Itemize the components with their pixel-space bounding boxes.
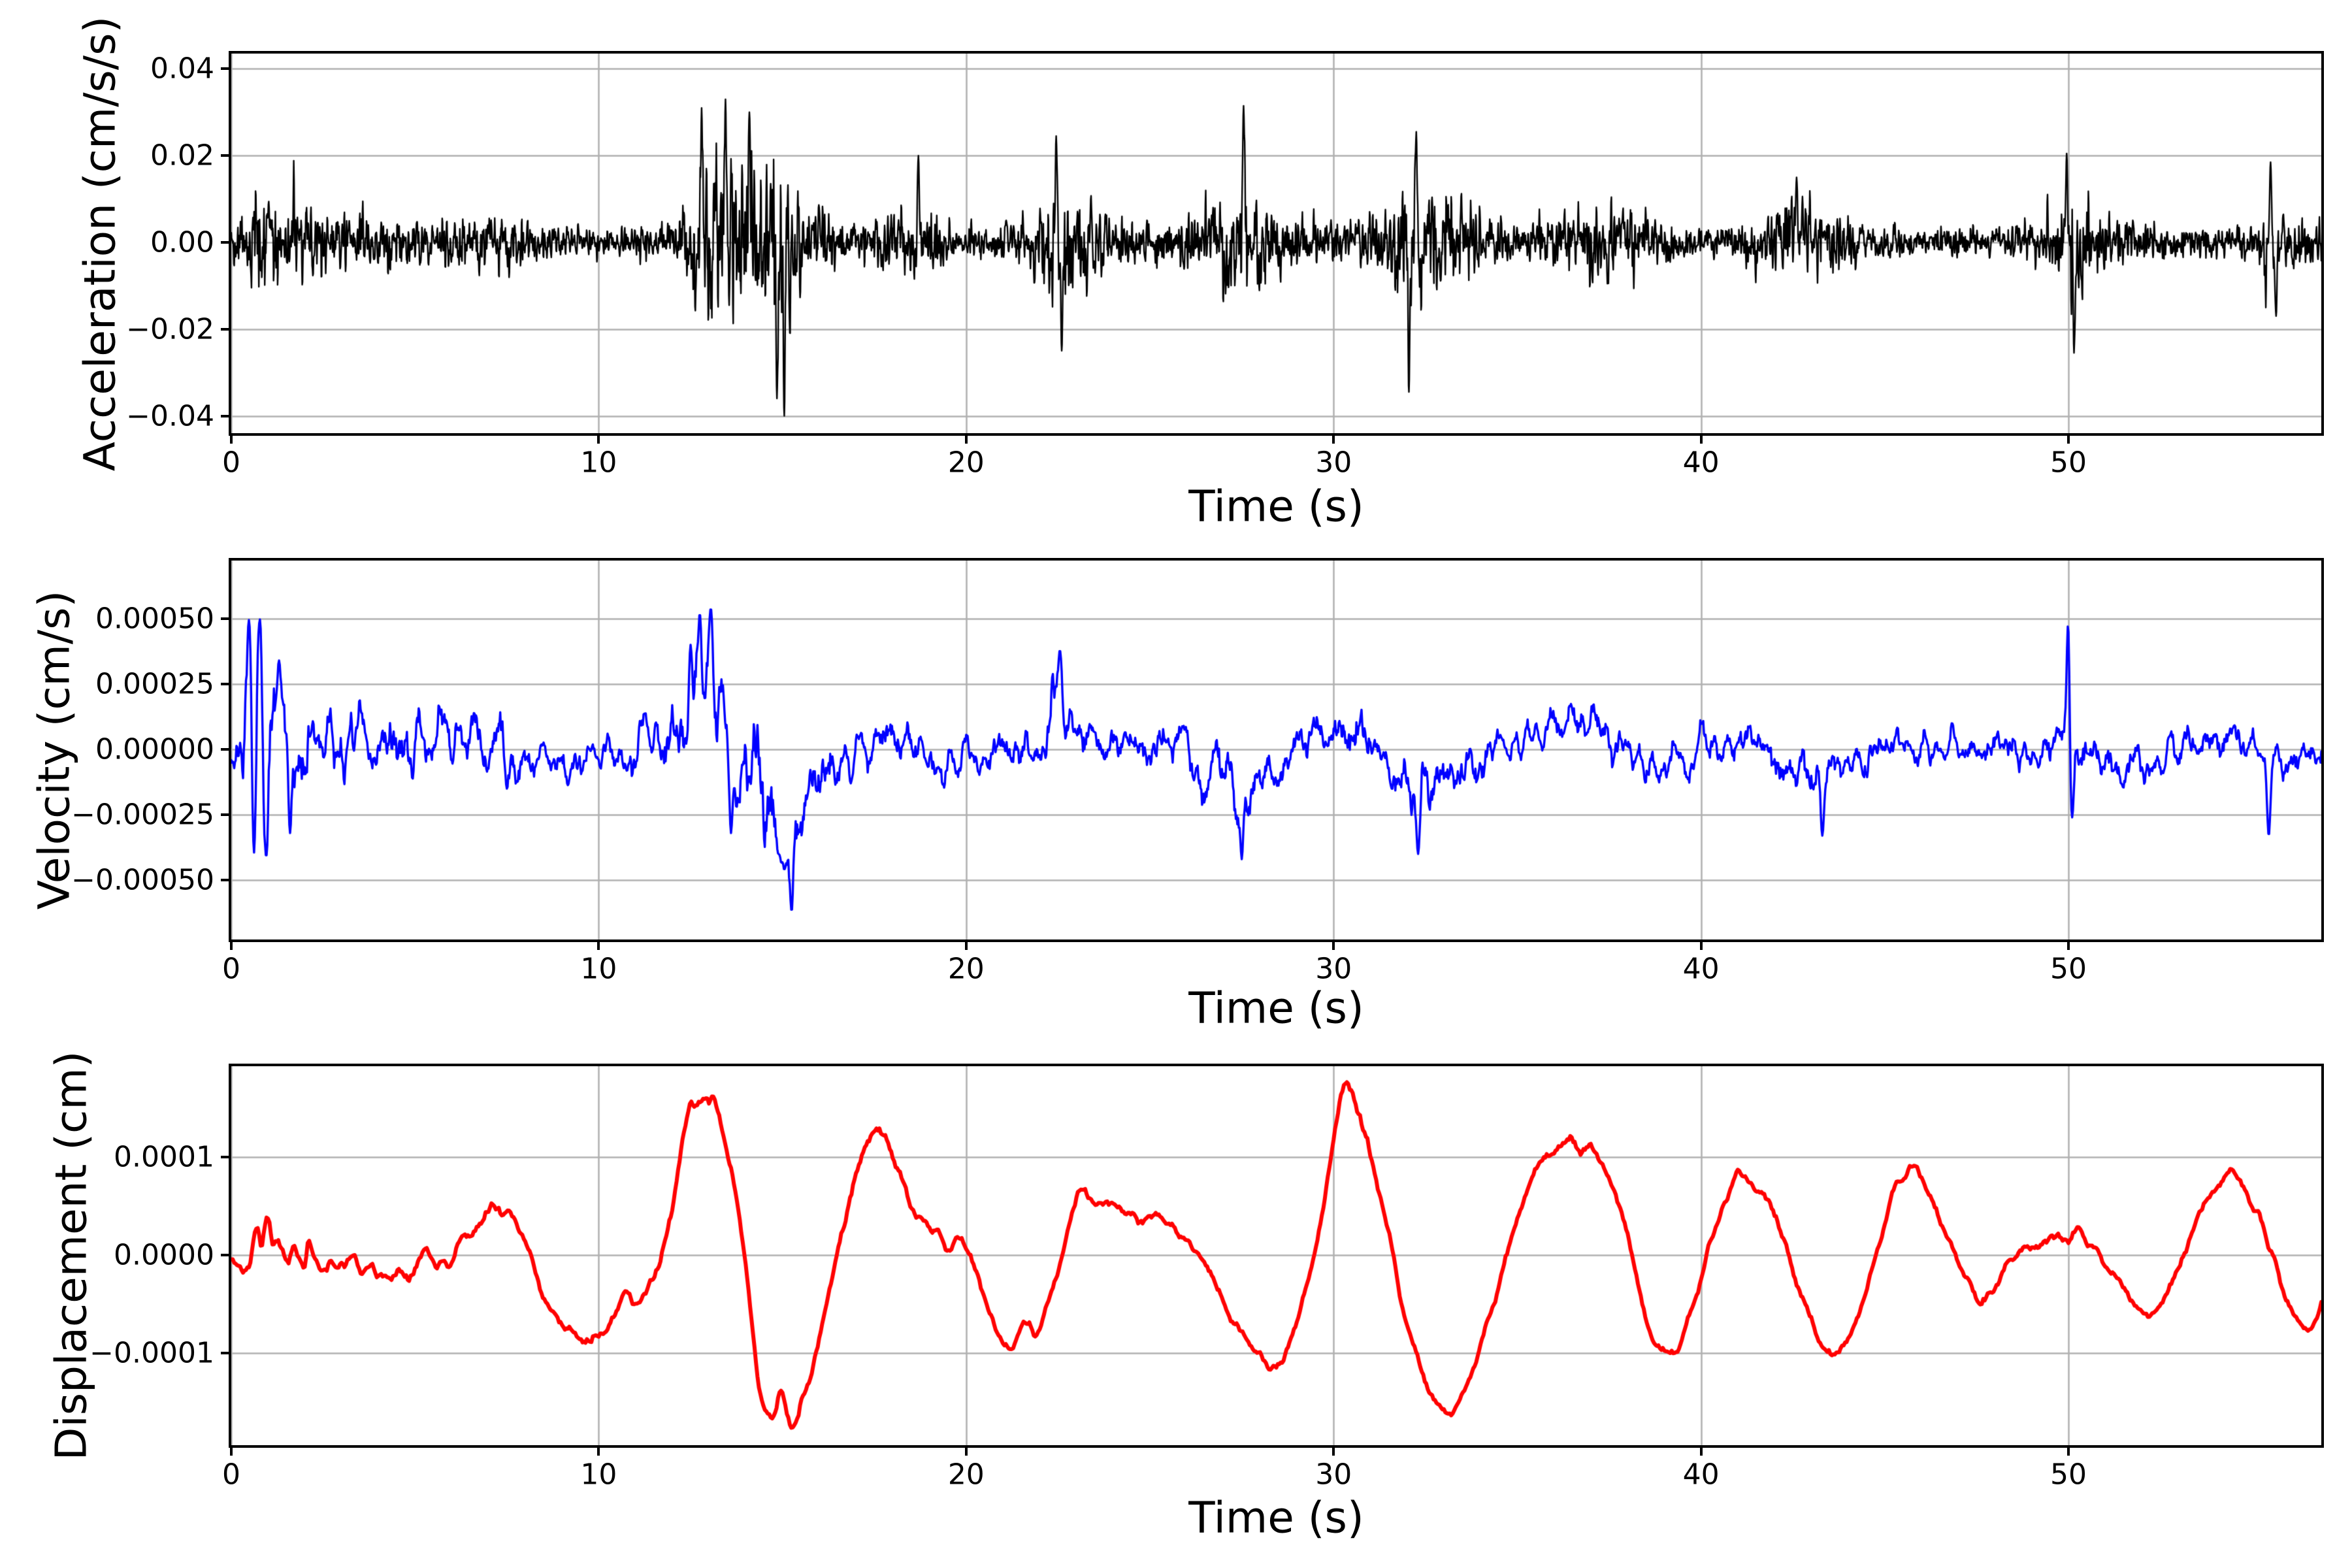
y-tick-mark: [221, 67, 229, 71]
x-tick-mark: [597, 436, 600, 444]
y-tick-mark: [221, 1352, 229, 1354]
y-tick-label: 0.0001: [114, 1140, 214, 1174]
x-tick-label: 30: [1315, 952, 1352, 986]
y-tick-label: 0.02: [150, 139, 214, 172]
y-tick-mark: [221, 683, 229, 685]
y-tick-mark: [221, 1156, 229, 1158]
displacement-waveform-canvas: [231, 1066, 2321, 1445]
displacement-x-axis-label: Time (s): [1188, 1492, 1364, 1543]
x-tick-label: 40: [1682, 446, 1720, 480]
x-tick-label: 20: [947, 952, 985, 986]
y-tick-mark: [221, 879, 229, 881]
y-tick-label: 0.00000: [95, 732, 214, 766]
y-tick-mark: [221, 748, 229, 751]
x-tick-mark: [597, 1448, 600, 1456]
displacement-axes: [229, 1064, 2324, 1448]
x-tick-mark: [230, 942, 233, 950]
acceleration-y-axis-label: Acceleration (cm/s/s): [74, 16, 125, 471]
x-tick-label: 0: [222, 446, 240, 480]
x-tick-label: 50: [2050, 446, 2087, 480]
y-tick-label: −0.02: [126, 312, 214, 346]
x-tick-mark: [1332, 942, 1335, 950]
y-tick-mark: [221, 617, 229, 620]
x-tick-mark: [597, 942, 600, 950]
x-tick-label: 20: [947, 446, 985, 480]
y-tick-mark: [221, 1254, 229, 1256]
x-tick-mark: [230, 1448, 233, 1456]
velocity-axes: [229, 558, 2324, 942]
y-tick-label: −0.04: [126, 399, 214, 433]
x-tick-label: 30: [1315, 446, 1352, 480]
acceleration-waveform-canvas: [231, 54, 2321, 433]
x-tick-mark: [230, 436, 233, 444]
x-tick-label: 40: [1682, 952, 1720, 986]
x-tick-label: 0: [222, 1458, 240, 1492]
x-tick-mark: [964, 942, 968, 950]
y-tick-mark: [221, 154, 229, 157]
y-tick-mark: [221, 414, 229, 417]
x-tick-mark: [964, 1448, 968, 1456]
acceleration-axes: [229, 51, 2324, 436]
displacement-y-axis-label: Displacement (cm): [46, 1051, 97, 1461]
y-tick-mark: [221, 813, 229, 816]
x-tick-label: 20: [947, 1458, 985, 1492]
x-tick-mark: [2067, 1448, 2070, 1456]
y-tick-label: −0.0001: [90, 1336, 214, 1370]
x-tick-mark: [1699, 1448, 1703, 1456]
y-tick-label: 0.00050: [95, 602, 214, 636]
x-tick-label: 40: [1682, 1458, 1720, 1492]
velocity-y-axis-label: Velocity (cm/s): [29, 590, 80, 910]
x-tick-label: 10: [580, 952, 617, 986]
x-tick-label: 50: [2050, 952, 2087, 986]
y-tick-mark: [221, 241, 229, 244]
x-tick-label: 0: [222, 952, 240, 986]
x-tick-label: 30: [1315, 1458, 1352, 1492]
y-tick-label: −0.00025: [71, 798, 214, 832]
x-tick-mark: [964, 436, 968, 444]
x-tick-mark: [1699, 942, 1703, 950]
x-tick-mark: [1332, 1448, 1335, 1456]
x-tick-mark: [2067, 942, 2070, 950]
x-tick-mark: [2067, 436, 2070, 444]
x-tick-mark: [1699, 436, 1703, 444]
acceleration-x-axis-label: Time (s): [1188, 481, 1364, 532]
x-tick-label: 50: [2050, 1458, 2087, 1492]
x-tick-label: 10: [580, 1458, 617, 1492]
y-tick-label: −0.00050: [71, 863, 214, 897]
y-tick-label: 0.04: [150, 52, 214, 86]
y-tick-label: 0.0000: [114, 1238, 214, 1272]
velocity-x-axis-label: Time (s): [1188, 983, 1364, 1034]
y-tick-label: 0.00025: [95, 667, 214, 701]
y-tick-mark: [221, 327, 229, 331]
x-tick-label: 10: [580, 446, 617, 480]
velocity-waveform-canvas: [231, 561, 2321, 939]
x-tick-mark: [1332, 436, 1335, 444]
y-tick-label: 0.00: [150, 225, 214, 259]
